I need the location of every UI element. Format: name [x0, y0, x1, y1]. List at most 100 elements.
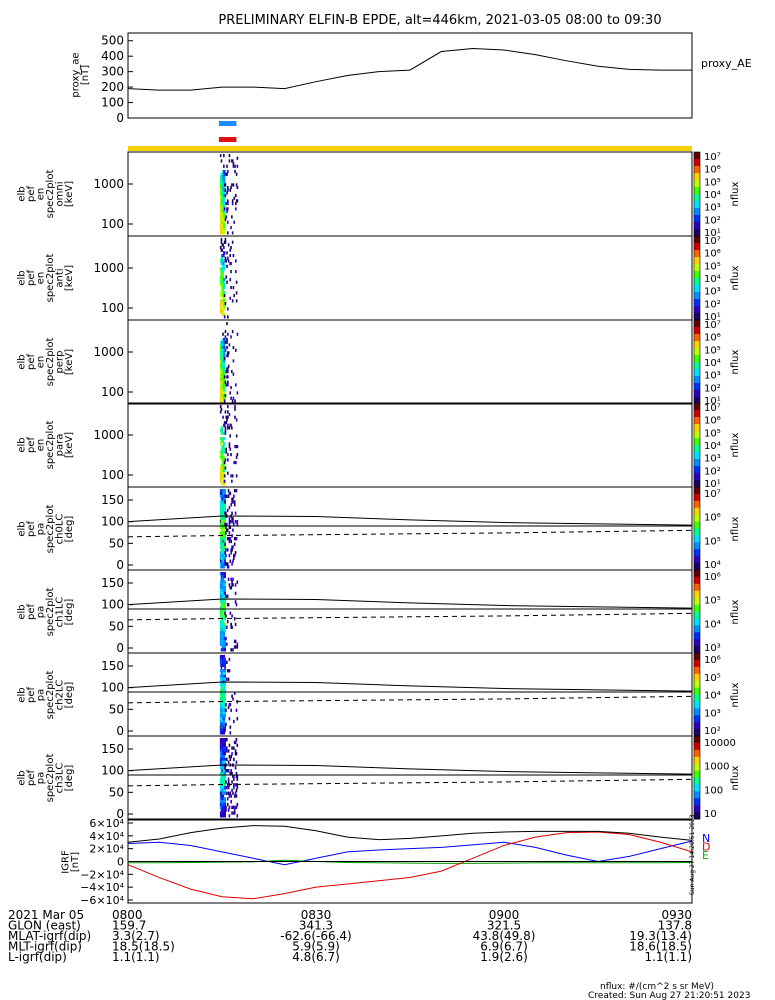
footer-value: 43.8(49.8) — [473, 929, 536, 943]
pa-cell — [235, 794, 238, 798]
pa-cell — [226, 738, 228, 742]
footer-value: 159.7 — [112, 919, 146, 933]
spec-cell — [231, 202, 234, 206]
spec-cell — [223, 191, 226, 195]
spec-cell — [226, 164, 228, 168]
pa-cell — [220, 505, 224, 510]
pa-cell — [228, 754, 231, 759]
pa-cell — [227, 749, 230, 753]
pa-cell — [226, 802, 229, 807]
pa-cell — [233, 522, 235, 527]
pa-cell — [220, 757, 224, 762]
pa-colorbar-tick: 10⁶ — [704, 513, 721, 524]
pa-cell — [229, 731, 232, 735]
spec-cell — [227, 354, 229, 358]
pa-cell — [221, 669, 225, 673]
pa-cell — [221, 497, 224, 501]
units-note: nflux: #/(cm^2 s sr MeV) — [600, 982, 714, 992]
energy-colorbar-swatch — [694, 424, 700, 432]
spec-cell — [235, 270, 237, 274]
pa-colorbar-swatch — [694, 812, 700, 820]
pa-cell — [223, 497, 226, 501]
pa-colorbar-swatch — [694, 784, 700, 792]
energy-colorbar-label: nflux — [730, 265, 741, 290]
created-note: Created: Sun Aug 27 21:20:51 2023 — [588, 991, 750, 1000]
pa-cell — [221, 577, 225, 581]
energy-colorbar-swatch — [694, 383, 700, 391]
pa-cell — [223, 697, 226, 701]
pa-cell — [231, 548, 233, 552]
pa-cell — [230, 625, 232, 629]
pa-ylabel-line: elb — [16, 770, 27, 785]
spec-cell — [224, 330, 227, 334]
pa-cell — [223, 642, 226, 646]
energy-colorbar-swatch — [694, 173, 700, 181]
pa-cell — [223, 603, 226, 607]
energy-colorbar-swatch — [694, 376, 700, 384]
spec-cell — [232, 286, 235, 290]
pa-cell — [236, 645, 239, 649]
pa-cell — [229, 702, 232, 707]
pa-cell — [228, 553, 231, 558]
pa-ylabel-line: ch1LC — [54, 597, 65, 628]
spec-cell — [223, 294, 226, 298]
pa-cell — [226, 619, 229, 624]
spec-cell — [222, 280, 225, 284]
pa-cell — [227, 489, 230, 493]
pa-cell — [223, 639, 226, 644]
pa-cell — [221, 740, 225, 745]
ae-ytick-label: 100 — [101, 96, 124, 110]
pa-ytick-label: 0 — [116, 641, 124, 655]
pa-cell — [235, 752, 238, 756]
spec-cell — [220, 469, 224, 473]
pa-cell — [234, 740, 237, 745]
ae-ytick-label: 400 — [101, 49, 124, 63]
spec-cell — [222, 458, 225, 462]
spec-cell — [223, 482, 226, 486]
energy-colorbar-swatch — [694, 369, 700, 377]
spec-cell — [235, 183, 238, 187]
spec-cell — [227, 370, 229, 374]
pa-cell — [223, 491, 226, 496]
loss-cone-solid — [127, 515, 693, 526]
spec-cell — [235, 348, 237, 352]
spec-cell — [220, 302, 224, 306]
pa-cell — [231, 580, 233, 584]
spec-cell — [224, 335, 227, 339]
pa-cell — [234, 622, 237, 627]
pa-cell — [223, 489, 226, 493]
spec-cell — [222, 302, 225, 306]
spec-cell — [229, 248, 232, 252]
loss-cone-solid — [127, 764, 693, 775]
igrf-legend-E: E — [702, 849, 709, 862]
spec-cell — [223, 461, 226, 465]
pa-cell — [233, 774, 235, 778]
pa-ytick-label: 150 — [101, 742, 124, 756]
pa-cell — [219, 594, 223, 598]
spec-cell — [222, 254, 225, 258]
energy-colorbar-label-line: nflux — [730, 432, 741, 457]
pa-colorbar-tick: 10⁷ — [704, 489, 721, 500]
pa-cell — [233, 553, 236, 558]
pa-cell — [223, 774, 226, 778]
pa-cell — [223, 743, 226, 747]
spec-cell — [223, 442, 226, 446]
pa-cell — [223, 671, 226, 676]
pa-colorbar-tick: 10² — [704, 726, 721, 737]
pa-cell — [231, 780, 233, 784]
pa-cell — [223, 725, 226, 729]
igrf-series-D — [128, 859, 693, 864]
pa-colorbar-swatch — [694, 507, 700, 516]
pa-cell — [235, 788, 238, 793]
pa-colorbar-swatch — [694, 722, 700, 730]
pa-cell — [228, 702, 231, 707]
pa-cell — [227, 536, 230, 541]
spec-cell — [226, 340, 228, 344]
pa-cell — [235, 774, 238, 778]
footer-value: 19.3(13.4) — [629, 929, 692, 943]
pa-cell — [230, 551, 232, 555]
spec-cell — [220, 240, 223, 244]
energy-colorbar-swatch — [694, 362, 700, 370]
pa-cell — [231, 520, 233, 524]
spec-cell — [227, 256, 229, 260]
